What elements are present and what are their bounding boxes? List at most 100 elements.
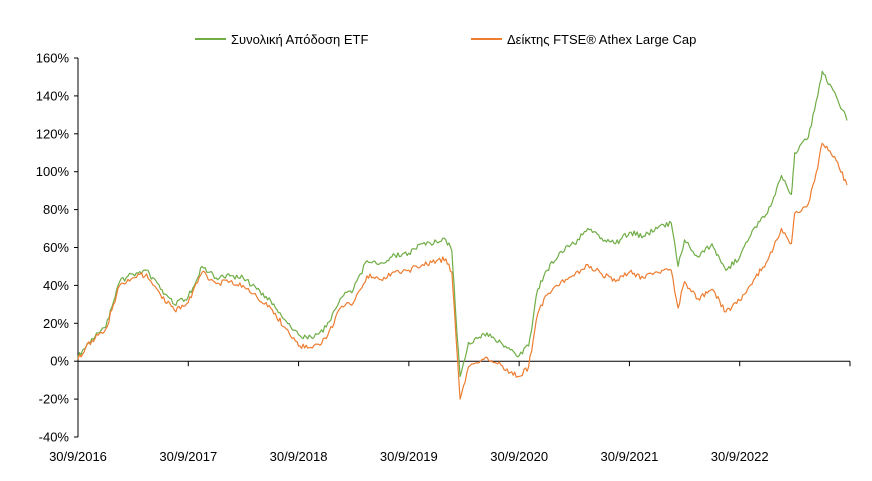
data-point <box>229 275 230 276</box>
data-point <box>445 239 446 240</box>
x-tick-label: 30/9/2022 <box>711 449 769 464</box>
data-point <box>739 256 740 257</box>
data-point <box>380 262 381 263</box>
series-layer <box>77 70 848 400</box>
data-point <box>298 334 299 335</box>
data-point <box>794 152 795 153</box>
data-point <box>781 228 782 229</box>
data-point <box>146 273 147 274</box>
data-point <box>519 376 520 377</box>
data-point <box>312 347 313 348</box>
data-point <box>408 253 409 254</box>
data-point <box>560 281 561 282</box>
data-point <box>537 289 538 290</box>
data-point <box>725 270 726 271</box>
data-point <box>547 270 548 271</box>
data-point <box>528 345 529 346</box>
data-point <box>519 355 520 356</box>
data-point <box>794 213 795 214</box>
data-point <box>560 251 561 252</box>
data-point <box>366 275 367 276</box>
data-point <box>684 281 685 282</box>
y-tick-label: 40% <box>43 278 69 293</box>
legend: Συνολική Απόδοση ETF Δείκτης FTSE® Athex… <box>195 32 696 47</box>
data-point <box>215 283 216 284</box>
data-point <box>298 345 299 346</box>
data-point <box>486 332 487 333</box>
data-point <box>202 266 203 267</box>
data-point <box>312 338 313 339</box>
data-point <box>188 302 189 303</box>
data-point <box>657 228 658 229</box>
data-point <box>753 228 754 229</box>
data-point <box>468 366 469 367</box>
data-point <box>822 71 823 72</box>
data-point <box>132 273 133 274</box>
data-point <box>256 289 257 290</box>
data-point <box>436 241 437 242</box>
y-axis: -40% -20% 0% 20% 40% 60% 80% 100% 120% 140% 160% <box>36 51 79 445</box>
y-tick-label: 160% <box>36 51 70 66</box>
series-line <box>77 142 848 400</box>
data-point <box>671 270 672 271</box>
data-point <box>725 311 726 312</box>
data-point <box>836 160 837 161</box>
data-point <box>174 304 175 305</box>
data-point <box>91 338 92 339</box>
data-point <box>671 222 672 223</box>
data-point <box>394 272 395 273</box>
data-point <box>422 264 423 265</box>
data-point <box>808 137 809 138</box>
data-point <box>698 298 699 299</box>
data-point <box>229 281 230 282</box>
legend-label-index: Δείκτης FTSE® Athex Large Cap <box>507 32 696 47</box>
data-point <box>643 277 644 278</box>
x-tick-label: 30/9/2020 <box>490 449 548 464</box>
data-point <box>601 237 602 238</box>
data-point <box>394 255 395 256</box>
data-point <box>460 376 461 377</box>
data-point <box>270 300 271 301</box>
data-point <box>340 298 341 299</box>
data-point <box>326 327 327 328</box>
data-point <box>451 251 452 252</box>
data-point <box>188 296 189 297</box>
data-point <box>678 266 679 267</box>
data-point <box>791 194 792 195</box>
x-tick-label: 30/9/2017 <box>159 449 217 464</box>
y-tick-label: 140% <box>36 88 70 103</box>
data-point <box>243 277 244 278</box>
data-point <box>791 243 792 244</box>
y-tick-label: 120% <box>36 126 70 141</box>
data-point <box>436 260 437 261</box>
data-point <box>445 258 446 259</box>
data-point <box>615 281 616 282</box>
data-point <box>537 313 538 314</box>
data-point <box>160 294 161 295</box>
data-point <box>678 308 679 309</box>
y-tick-label: -40% <box>39 430 70 445</box>
data-point <box>574 243 575 244</box>
data-point <box>353 302 354 303</box>
data-point <box>215 277 216 278</box>
data-point <box>510 349 511 350</box>
data-point <box>510 372 511 373</box>
data-point <box>528 366 529 367</box>
data-point <box>460 399 461 400</box>
data-point <box>629 232 630 233</box>
data-point <box>353 289 354 290</box>
data-point <box>256 296 257 297</box>
data-point <box>451 272 452 273</box>
data-point <box>601 273 602 274</box>
x-tick-label: 30/9/2016 <box>49 449 107 464</box>
data-point <box>587 264 588 265</box>
data-point <box>105 328 106 329</box>
data-point <box>822 143 823 144</box>
data-point <box>629 272 630 273</box>
y-tick-label: 20% <box>43 316 69 331</box>
y-tick-label: 80% <box>43 202 69 217</box>
data-point <box>547 294 548 295</box>
data-point <box>119 281 120 282</box>
data-point <box>243 285 244 286</box>
data-point <box>846 120 847 121</box>
